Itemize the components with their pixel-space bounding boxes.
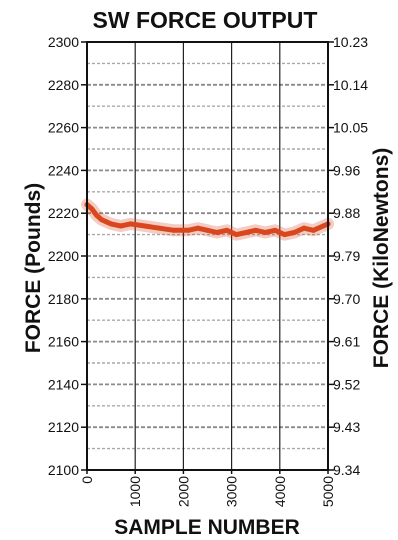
series-point: [94, 212, 100, 218]
series-point: [272, 227, 278, 233]
series-point: [233, 232, 239, 238]
x-tick-label: 2000: [175, 476, 191, 507]
x-tick-label: 4000: [272, 476, 288, 507]
x-axis-ticks: 0 1000 2000 3000 4000 5000: [79, 470, 336, 507]
series-point: [320, 223, 326, 229]
y2-tick-label: 10.23: [333, 34, 368, 50]
y-tick-label: 2300: [48, 34, 79, 50]
y2-tick-label: 9.52: [333, 376, 360, 392]
y-tick-label: 2240: [48, 162, 79, 178]
x-tick-label: 3000: [224, 476, 240, 507]
y-tick-label: 2160: [48, 334, 79, 350]
y-axis-right-ticks: 10.23 10.14 10.05 9.96 9.88 9.79 9.70 9.61 9.52 9…: [328, 34, 368, 478]
y2-tick-label: 10.05: [333, 120, 368, 136]
series-point: [103, 219, 109, 225]
x-tick-label: 0: [79, 476, 95, 484]
series-point: [142, 223, 148, 229]
y2-tick-label: 9.61: [333, 334, 360, 350]
chart-title: SW FORCE OUTPUT: [93, 7, 318, 33]
series-point: [311, 227, 317, 233]
series-point: [108, 221, 114, 227]
series-point: [214, 229, 220, 235]
series-point: [243, 229, 249, 235]
y2-tick-label: 9.34: [333, 462, 360, 478]
series-point: [195, 225, 201, 231]
series-point: [262, 229, 268, 235]
y-tick-label: 2200: [48, 248, 79, 264]
series-point: [282, 232, 288, 238]
y2-tick-label: 9.88: [333, 205, 360, 221]
series-point: [127, 221, 133, 227]
series-point: [224, 227, 230, 233]
grid: [86, 41, 329, 471]
y-axis-label: FORCE (Pounds): [22, 183, 45, 353]
series-layer: [81, 198, 334, 241]
y-tick-label: 2220: [48, 205, 79, 221]
y2-tick-label: 9.43: [333, 419, 360, 435]
y-tick-label: 2140: [48, 376, 79, 392]
series-point: [89, 206, 95, 212]
series-point: [156, 225, 162, 231]
series-point: [118, 223, 124, 229]
y-tick-label: 2100: [48, 462, 79, 478]
series-point: [171, 227, 177, 233]
y2-tick-label: 9.70: [333, 291, 360, 307]
series-point: [253, 227, 259, 233]
y-axis-left-ticks: 2300 2280 2260 2240 2220 2200 2180 2160 2140 2120…: [48, 34, 87, 478]
x-tick-label: 1000: [127, 476, 143, 507]
series-point: [291, 229, 297, 235]
y2-axis-label: FORCE (KiloNewtons): [370, 148, 393, 369]
y2-tick-label: 10.14: [333, 77, 368, 93]
x-axis-label: SAMPLE NUMBER: [114, 516, 300, 539]
x-tick-label: 5000: [320, 476, 336, 507]
y-tick-label: 2280: [48, 77, 79, 93]
y-tick-label: 2260: [48, 120, 79, 136]
y2-tick-label: 9.79: [333, 248, 360, 264]
series-point: [98, 217, 104, 223]
y2-tick-label: 9.96: [333, 162, 360, 178]
y-tick-label: 2120: [48, 419, 79, 435]
y-tick-label: 2180: [48, 291, 79, 307]
series-point: [185, 227, 191, 233]
series-point: [205, 227, 210, 233]
series-point: [301, 225, 307, 231]
